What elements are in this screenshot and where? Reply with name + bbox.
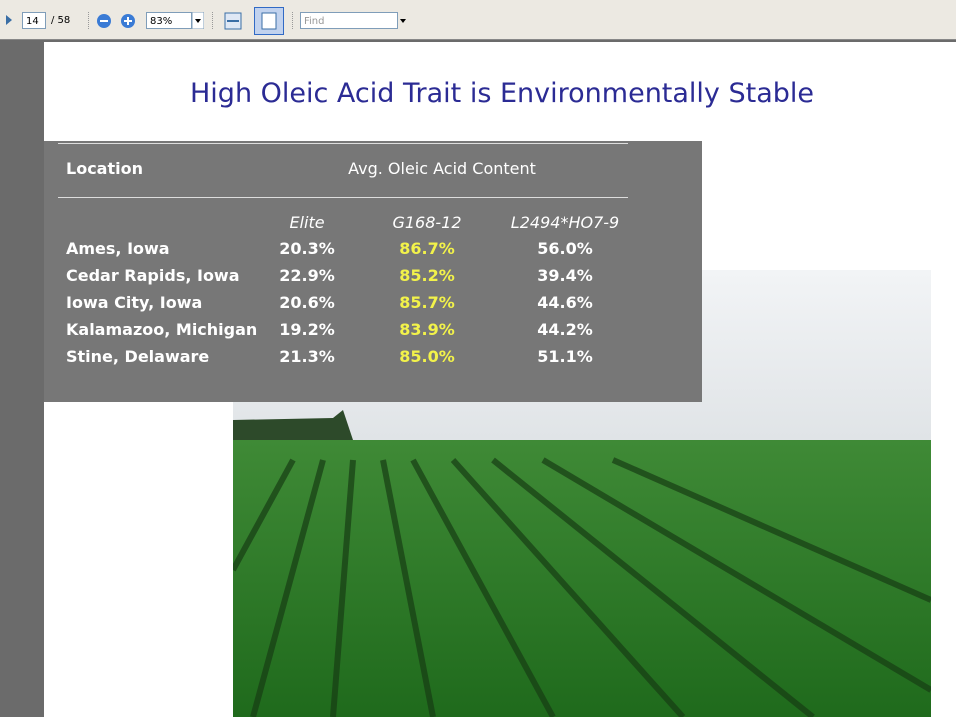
find-box[interactable]: Find: [300, 12, 398, 29]
table-cell: 86.7%: [399, 239, 455, 258]
table-cell: 83.9%: [399, 320, 455, 339]
table-cell: 21.3%: [279, 347, 335, 366]
slide: High Oleic Acid Trait is Environmentally…: [44, 42, 956, 717]
zoom-buttons[interactable]: [96, 13, 136, 29]
row-label: Kalamazoo, Michigan: [66, 320, 257, 339]
page-count: / 58: [51, 12, 70, 29]
row-label: Cedar Rapids, Iowa: [66, 266, 240, 285]
table-cell: 44.2%: [537, 320, 593, 339]
fit-width[interactable]: [224, 12, 242, 30]
header-cell: Avg. Oleic Acid Content: [348, 159, 536, 178]
fit-page[interactable]: [254, 7, 284, 35]
header-cell: Location: [66, 159, 143, 178]
table-cell: 85.7%: [399, 293, 455, 312]
table-cell: 51.1%: [537, 347, 593, 366]
table-cell: 85.2%: [399, 266, 455, 285]
find-dropdown[interactable]: [398, 12, 408, 29]
prev-arrow[interactable]: [6, 15, 12, 25]
column-header: L2494*HO7-9: [511, 213, 619, 232]
zoom-dropdown[interactable]: [192, 12, 204, 29]
table-cell: 19.2%: [279, 320, 335, 339]
row-label: Iowa City, Iowa: [66, 293, 202, 312]
toolbar: 14 / 58 83% Find: [0, 0, 956, 40]
page-input[interactable]: 14: [22, 12, 46, 29]
row-label: Stine, Delaware: [66, 347, 209, 366]
table-cell: 20.3%: [279, 239, 335, 258]
viewer: 14 / 58 83% Find High Oleic Acid Trait i…: [0, 0, 956, 717]
column-header: G168-12: [392, 213, 461, 232]
table-cell: 20.6%: [279, 293, 335, 312]
table-cell: 85.0%: [399, 347, 455, 366]
slide-title: High Oleic Acid Trait is Environmentally…: [190, 78, 814, 109]
table-cell: 39.4%: [537, 266, 593, 285]
row-label: Ames, Iowa: [66, 239, 170, 258]
data-table: Location Avg. Oleic Acid Content Elite G168…: [44, 141, 702, 402]
column-header: Elite: [289, 213, 324, 232]
table-cell: 22.9%: [279, 266, 335, 285]
table-cell: 44.6%: [537, 293, 593, 312]
table-cell: 56.0%: [537, 239, 593, 258]
zoom-select[interactable]: 83%: [146, 12, 192, 29]
